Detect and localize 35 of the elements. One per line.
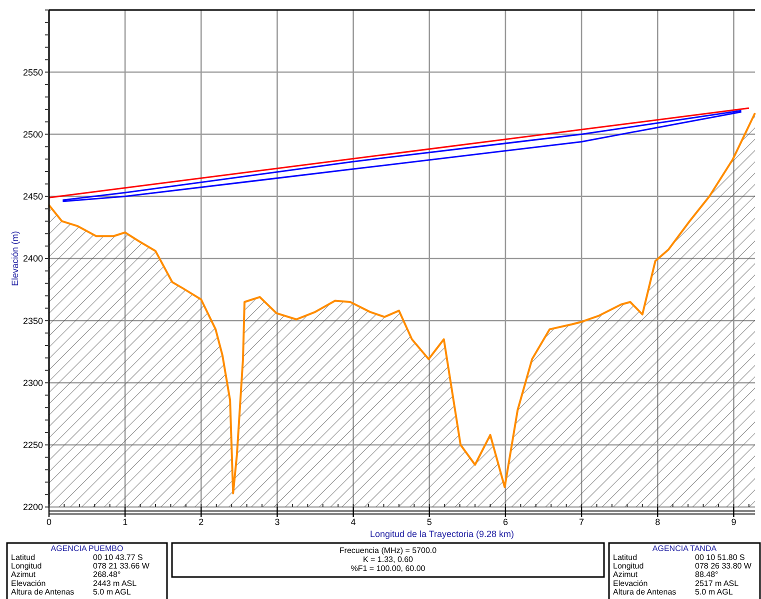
text: Frecuencia (MHz) = 5700.0 <box>339 546 438 555</box>
text: Latitud 00 10 43.77 S <box>11 553 143 562</box>
x-tick-label: 6 <box>502 517 508 527</box>
text: AGENCIA TANDA <box>652 544 718 553</box>
text: Longitud 078 21 33.66 W <box>11 562 150 571</box>
text: AGENCIA PUEMBO <box>50 544 124 553</box>
text: %F1 = 100.00, 60.00 <box>350 564 426 573</box>
text: Elevación 2443 m ASL <box>11 578 137 588</box>
text: Longitud 078 26 33.80 W <box>613 562 752 571</box>
x-tick-label: 4 <box>350 517 356 527</box>
y-tick-label: 2300 <box>22 378 43 388</box>
y-axis-title: Elevación (m) <box>10 230 20 286</box>
text: Altura de Antenas 5.0 m AGL <box>613 587 733 596</box>
x-tick-label: 8 <box>655 517 660 527</box>
y-tick-label: 2450 <box>22 192 43 202</box>
y-tick-label: 2250 <box>22 440 43 450</box>
text: Elevación 2517 m ASL <box>613 578 739 588</box>
y-tick-label: 2500 <box>22 129 43 140</box>
x-tick-label: 2 <box>198 517 204 527</box>
y-tick-label: 2200 <box>22 502 43 512</box>
y-tick-label: 2350 <box>22 316 43 326</box>
x-tick-label: 3 <box>274 517 280 527</box>
y-tick-label: 2400 <box>22 254 43 264</box>
y-tick-label: 2550 <box>22 67 43 78</box>
x-axis-title: Longitud de la Trayectoria (9.28 km) <box>370 529 514 539</box>
x-tick-label: 0 <box>46 517 52 527</box>
x-tick-label: 7 <box>579 517 584 527</box>
x-tick-label: 9 <box>731 517 736 527</box>
text: K = 1.33, 0.60 <box>362 555 414 564</box>
text: Latitud 00 10 51.80 S <box>613 553 745 562</box>
x-tick-label: 5 <box>426 517 432 527</box>
text: Azimut 88.48° <box>613 570 718 580</box>
text: Altura de Antenas 5.0 m AGL <box>11 587 131 596</box>
text: Azimut 268.48° <box>11 570 121 580</box>
x-tick-label: 1 <box>122 517 128 527</box>
